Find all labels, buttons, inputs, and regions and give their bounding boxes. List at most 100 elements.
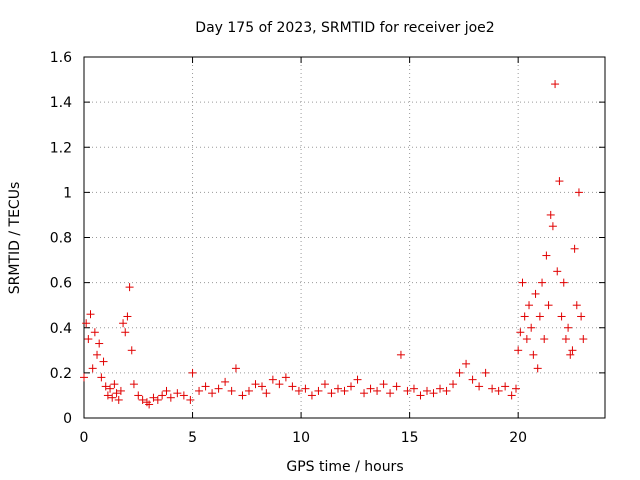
- data-point: [186, 395, 195, 404]
- data-point: [527, 323, 536, 332]
- data-point: [134, 391, 143, 400]
- data-point: [294, 386, 303, 395]
- data-point: [535, 312, 544, 321]
- data-point: [103, 391, 112, 400]
- data-point: [522, 335, 531, 344]
- data-point: [173, 389, 182, 398]
- data-point: [188, 368, 197, 377]
- data-point: [101, 382, 110, 391]
- data-point: [116, 386, 125, 395]
- data-point: [208, 389, 217, 398]
- data-point: [214, 384, 223, 393]
- grid-lines: [84, 57, 605, 418]
- data-point: [373, 386, 382, 395]
- data-point: [574, 188, 583, 197]
- data-point: [347, 382, 356, 391]
- data-point: [475, 382, 484, 391]
- data-point: [559, 278, 568, 287]
- data-point: [138, 395, 147, 404]
- data-point: [551, 80, 560, 89]
- data-point: [481, 368, 490, 377]
- data-point: [442, 386, 451, 395]
- y-tick-label: 0.6: [50, 276, 72, 292]
- data-point: [488, 384, 497, 393]
- data-point: [577, 312, 586, 321]
- data-point: [99, 357, 108, 366]
- data-point: [112, 389, 121, 398]
- data-point: [195, 386, 204, 395]
- data-point: [468, 375, 477, 384]
- data-point: [281, 373, 290, 382]
- y-tick-label: 1.6: [50, 50, 72, 66]
- data-point: [121, 328, 130, 337]
- data-point: [516, 328, 525, 337]
- data-point: [162, 386, 171, 395]
- data-point: [514, 346, 523, 355]
- data-point: [108, 393, 117, 402]
- data-point: [301, 384, 310, 393]
- x-axis-label: GPS time / hours: [286, 459, 403, 475]
- data-point: [540, 335, 549, 344]
- y-tick-label: 1: [63, 185, 72, 201]
- data-point: [544, 301, 553, 310]
- data-point: [238, 391, 247, 400]
- data-point: [86, 310, 95, 319]
- data-point: [353, 375, 362, 384]
- data-point: [422, 386, 431, 395]
- data-point: [525, 301, 534, 310]
- x-tick-label: 5: [188, 430, 197, 446]
- data-point: [507, 391, 516, 400]
- data-point: [114, 395, 123, 404]
- data-point: [145, 400, 154, 409]
- data-point: [579, 335, 588, 344]
- data-point: [494, 386, 503, 395]
- data-point: [566, 350, 575, 359]
- y-tick-label: 0: [63, 411, 72, 427]
- data-point: [555, 177, 564, 186]
- data-point: [166, 393, 175, 402]
- y-tick-label: 0.8: [50, 231, 72, 247]
- data-point: [106, 384, 115, 393]
- data-point: [531, 289, 540, 298]
- data-point: [129, 380, 138, 389]
- data-point: [327, 389, 336, 398]
- data-point: [553, 267, 562, 276]
- data-point: [548, 222, 557, 231]
- x-tick-label: 0: [80, 430, 89, 446]
- data-point: [314, 386, 323, 395]
- data-point: [97, 373, 106, 382]
- data-point: [449, 380, 458, 389]
- data-point: [340, 386, 349, 395]
- data-point: [201, 382, 210, 391]
- data-point: [333, 384, 342, 393]
- data-point: [123, 312, 132, 321]
- data-point: [429, 389, 438, 398]
- data-point: [561, 335, 570, 344]
- data-point: [392, 382, 401, 391]
- data-point: [251, 380, 260, 389]
- y-tick-label: 1.2: [50, 140, 72, 156]
- data-point: [455, 368, 464, 377]
- data-point: [275, 380, 284, 389]
- x-tick-label: 10: [292, 430, 310, 446]
- data-point: [82, 319, 91, 328]
- data-point: [93, 350, 102, 359]
- y-axis-label: SRMTID / TECUs: [7, 182, 23, 295]
- data-point: [119, 319, 128, 328]
- data-point: [320, 380, 329, 389]
- x-tick-label: 15: [401, 430, 419, 446]
- data-point: [570, 244, 579, 253]
- data-point: [179, 391, 188, 400]
- data-point: [80, 373, 88, 382]
- data-point: [288, 382, 297, 391]
- y-tick-label: 1.4: [50, 95, 72, 111]
- data-point: [88, 364, 97, 373]
- data-point: [84, 335, 93, 344]
- data-point: [542, 251, 551, 260]
- data-point: [403, 386, 412, 395]
- data-point: [262, 389, 271, 398]
- data-point: [379, 380, 388, 389]
- data-point: [572, 301, 581, 310]
